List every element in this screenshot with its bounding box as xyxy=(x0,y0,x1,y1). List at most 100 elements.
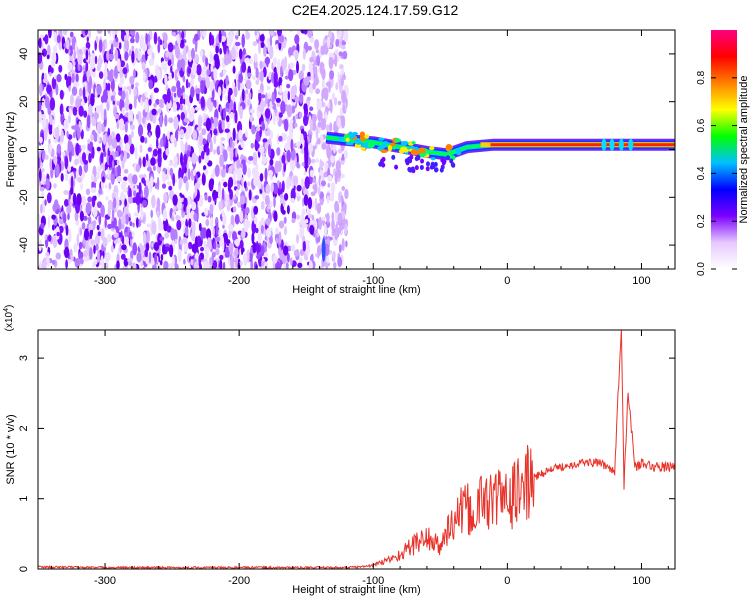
noise-cell xyxy=(190,201,197,211)
noise-cell xyxy=(223,42,227,55)
noise-cell xyxy=(270,30,274,37)
noise-cell xyxy=(102,134,106,146)
noise-cell xyxy=(171,71,174,79)
top-xtick-label: -300 xyxy=(94,275,116,287)
noise-cell xyxy=(79,258,84,265)
noise-cell xyxy=(141,116,146,125)
noise-cell xyxy=(221,119,225,131)
chart-title: C2E4.2025.124.17.59.G12 xyxy=(291,2,459,18)
noise-cell xyxy=(130,250,134,260)
noise-cell xyxy=(86,114,91,129)
noise-cell xyxy=(275,237,279,244)
noise-cell xyxy=(103,78,106,91)
noise-cell xyxy=(114,113,120,119)
signal-smear xyxy=(431,164,436,170)
noise-cell xyxy=(338,30,342,40)
noise-cell xyxy=(80,129,84,140)
noise-cell xyxy=(230,256,235,269)
noise-cell xyxy=(218,30,222,43)
bottom-ytick-label: 3 xyxy=(18,355,30,361)
noise-cell xyxy=(336,227,342,235)
noise-cell xyxy=(49,72,52,77)
noise-cell xyxy=(169,244,174,258)
noise-cell xyxy=(87,215,92,225)
noise-cell xyxy=(69,94,74,106)
noise-cell xyxy=(298,220,301,227)
noise-cell xyxy=(63,246,70,259)
noise-cell xyxy=(302,240,306,252)
noise-cell xyxy=(93,176,98,183)
noise-cell xyxy=(180,111,185,121)
noise-cell xyxy=(108,75,114,82)
noise-cell xyxy=(97,231,102,237)
signal-blob xyxy=(360,143,369,148)
noise-cell xyxy=(316,98,323,110)
noise-cell xyxy=(131,231,135,238)
noise-cell xyxy=(324,243,330,256)
noise-cell xyxy=(213,134,217,145)
bottom-xtick-label: 0 xyxy=(504,575,510,587)
noise-cell xyxy=(147,48,153,56)
noise-cell xyxy=(213,128,218,136)
noise-cell xyxy=(268,92,271,100)
noise-cell xyxy=(195,88,201,94)
noise-cell xyxy=(252,152,258,166)
bottom-ylabel: SNR (10 * v/v) xyxy=(5,414,17,484)
noise-cell xyxy=(235,31,241,36)
noise-cell xyxy=(300,148,305,155)
noise-cell xyxy=(277,30,282,37)
noise-cell xyxy=(242,48,246,56)
noise-cell xyxy=(245,30,248,39)
noise-cell xyxy=(321,143,327,150)
noise-cell xyxy=(118,42,122,50)
noise-cell xyxy=(237,201,241,208)
noise-cell xyxy=(111,159,115,169)
signal-blob xyxy=(411,141,416,145)
noise-cell xyxy=(41,261,47,269)
noise-cell xyxy=(227,224,234,231)
noise-cell xyxy=(145,33,148,46)
noise-cell xyxy=(67,213,70,221)
noise-cell xyxy=(236,159,241,169)
noise-cell xyxy=(338,51,343,57)
noise-cell xyxy=(172,173,176,187)
signal-blob xyxy=(391,146,396,150)
noise-cell xyxy=(104,254,108,262)
noise-cell xyxy=(194,182,198,197)
noise-cell xyxy=(296,234,300,244)
noise-cell xyxy=(284,118,289,132)
noise-cell xyxy=(307,45,312,51)
noise-cell xyxy=(247,167,252,179)
noise-cell xyxy=(132,242,138,256)
noise-cell xyxy=(63,119,69,130)
noise-cell xyxy=(125,236,129,244)
signal-smear xyxy=(410,166,415,172)
noise-cell xyxy=(344,188,349,200)
noise-cell xyxy=(276,147,281,156)
noise-cell xyxy=(106,234,112,243)
noise-cell xyxy=(138,112,142,127)
signal-smear xyxy=(451,162,456,168)
noise-cell xyxy=(331,218,335,232)
noise-cell xyxy=(309,220,315,225)
noise-cell xyxy=(272,254,278,264)
noise-cell xyxy=(93,195,97,201)
noise-cell xyxy=(162,244,166,255)
noise-cell xyxy=(49,115,53,126)
noise-cell xyxy=(321,180,326,187)
noise-cell xyxy=(326,195,330,204)
noise-cell xyxy=(306,96,311,101)
noise-cell xyxy=(314,65,318,79)
noise-cell xyxy=(143,173,147,179)
signal-smear xyxy=(446,155,451,161)
noise-cell xyxy=(106,50,110,61)
signal-smear xyxy=(420,158,425,164)
noise-cell xyxy=(98,71,104,79)
noise-cell xyxy=(319,191,324,200)
noise-cell xyxy=(264,141,269,150)
noise-cell xyxy=(330,182,336,194)
noise-cell xyxy=(234,110,238,124)
noise-cell xyxy=(40,191,45,199)
noise-cell xyxy=(283,226,288,236)
signal-blob xyxy=(418,147,426,153)
